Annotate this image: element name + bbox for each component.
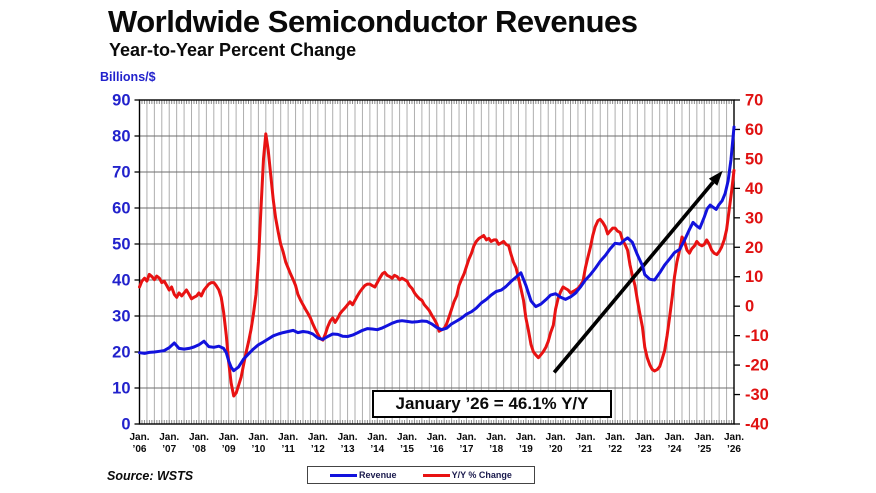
right-axis-tick-labels: -40 -30 -20 -10 0 10 20 30 40 50 60 70 bbox=[745, 92, 769, 434]
svg-text:’07: ’07 bbox=[162, 444, 176, 455]
legend-item-yoy: Y/Y % Change bbox=[422, 470, 512, 480]
svg-text:Jan.: Jan. bbox=[427, 432, 447, 443]
svg-text:Jan.: Jan. bbox=[516, 432, 536, 443]
x-axis-labels: Jan.’06Jan.’07Jan.’08Jan.’09Jan.’10Jan.’… bbox=[129, 432, 744, 455]
svg-text:’25: ’25 bbox=[697, 444, 711, 455]
svg-text:Jan.: Jan. bbox=[546, 432, 566, 443]
chart-title: Worldwide Semiconductor Revenues bbox=[108, 4, 638, 39]
legend: Revenue Y/Y % Change bbox=[307, 466, 535, 484]
chart-subtitle: Year-to-Year Percent Change bbox=[109, 40, 357, 60]
svg-text:Jan.: Jan. bbox=[694, 432, 714, 443]
svg-text:-30: -30 bbox=[745, 386, 769, 404]
svg-text:60: 60 bbox=[745, 121, 763, 139]
svg-text:Jan.: Jan. bbox=[665, 432, 685, 443]
svg-text:’11: ’11 bbox=[281, 444, 295, 455]
svg-text:40: 40 bbox=[745, 180, 763, 198]
svg-text:Jan.: Jan. bbox=[605, 432, 625, 443]
left-axis-tick-labels: 0 10 20 30 40 50 60 70 80 90 bbox=[112, 92, 130, 434]
svg-text:Jan.: Jan. bbox=[129, 432, 149, 443]
legend-label-yoy: Y/Y % Change bbox=[451, 470, 512, 480]
svg-text:’19: ’19 bbox=[519, 444, 533, 455]
left-axis-title: Billions/$ bbox=[100, 70, 156, 84]
svg-text:’23: ’23 bbox=[638, 444, 652, 455]
svg-text:’09: ’09 bbox=[222, 444, 236, 455]
svg-text:Jan.: Jan. bbox=[308, 432, 328, 443]
svg-text:40: 40 bbox=[112, 272, 130, 290]
plot-border bbox=[138, 99, 735, 425]
svg-text:’17: ’17 bbox=[460, 444, 474, 455]
trend-arrow bbox=[552, 170, 723, 374]
svg-text:50: 50 bbox=[745, 150, 763, 168]
svg-text:90: 90 bbox=[112, 92, 130, 110]
svg-text:’13: ’13 bbox=[341, 444, 355, 455]
yoy-line-swatch bbox=[422, 473, 450, 477]
svg-text:20: 20 bbox=[745, 239, 763, 257]
svg-text:-10: -10 bbox=[745, 327, 769, 345]
svg-text:0: 0 bbox=[745, 298, 754, 316]
svg-text:70: 70 bbox=[745, 92, 763, 110]
svg-text:30: 30 bbox=[745, 209, 763, 227]
legend-label-revenue: Revenue bbox=[359, 470, 397, 480]
source-label: Source: WSTS bbox=[107, 469, 194, 483]
svg-text:Jan.: Jan. bbox=[486, 432, 506, 443]
svg-text:Jan.: Jan. bbox=[248, 432, 268, 443]
annotation-text: January ’26 = 46.1% Y/Y bbox=[395, 394, 589, 413]
svg-text:’06: ’06 bbox=[133, 444, 147, 455]
yoy-change-line bbox=[138, 132, 736, 398]
svg-text:’16: ’16 bbox=[430, 444, 444, 455]
vertical-gridlines bbox=[146, 100, 728, 424]
svg-text:Jan.: Jan. bbox=[456, 432, 476, 443]
svg-text:’15: ’15 bbox=[400, 444, 414, 455]
svg-text:Jan.: Jan. bbox=[635, 432, 655, 443]
svg-text:’18: ’18 bbox=[489, 444, 503, 455]
svg-text:Jan.: Jan. bbox=[278, 432, 298, 443]
svg-text:’24: ’24 bbox=[668, 444, 682, 455]
svg-text:’26: ’26 bbox=[727, 444, 741, 455]
svg-text:80: 80 bbox=[112, 128, 130, 146]
legend-item-revenue: Revenue bbox=[330, 470, 397, 480]
svg-text:Jan.: Jan. bbox=[367, 432, 387, 443]
svg-text:’10: ’10 bbox=[251, 444, 265, 455]
svg-text:-20: -20 bbox=[745, 357, 769, 375]
svg-text:’20: ’20 bbox=[549, 444, 563, 455]
svg-text:20: 20 bbox=[112, 344, 130, 362]
svg-text:’14: ’14 bbox=[370, 444, 384, 455]
svg-text:50: 50 bbox=[112, 236, 130, 254]
svg-text:60: 60 bbox=[112, 200, 130, 218]
svg-text:’21: ’21 bbox=[578, 444, 592, 455]
svg-text:30: 30 bbox=[112, 308, 130, 326]
svg-text:70: 70 bbox=[112, 164, 130, 182]
revenue-line-swatch bbox=[330, 473, 358, 477]
svg-text:Jan.: Jan. bbox=[724, 432, 744, 443]
svg-text:Jan.: Jan. bbox=[219, 432, 239, 443]
svg-text:Jan.: Jan. bbox=[575, 432, 595, 443]
svg-text:Jan.: Jan. bbox=[189, 432, 209, 443]
svg-text:’22: ’22 bbox=[608, 444, 622, 455]
horizontal-gridlines bbox=[139, 135, 734, 389]
svg-text:Jan.: Jan. bbox=[397, 432, 417, 443]
revenue-line bbox=[138, 125, 736, 373]
annotation-callout: January ’26 = 46.1% Y/Y bbox=[372, 390, 612, 418]
svg-text:Jan.: Jan. bbox=[338, 432, 358, 443]
svg-text:10: 10 bbox=[745, 268, 763, 286]
svg-text:10: 10 bbox=[112, 380, 130, 398]
svg-text:’08: ’08 bbox=[192, 444, 206, 455]
svg-text:Jan.: Jan. bbox=[159, 432, 179, 443]
svg-text:’12: ’12 bbox=[311, 444, 325, 455]
svg-text:0: 0 bbox=[121, 416, 130, 434]
svg-text:-40: -40 bbox=[745, 416, 769, 434]
